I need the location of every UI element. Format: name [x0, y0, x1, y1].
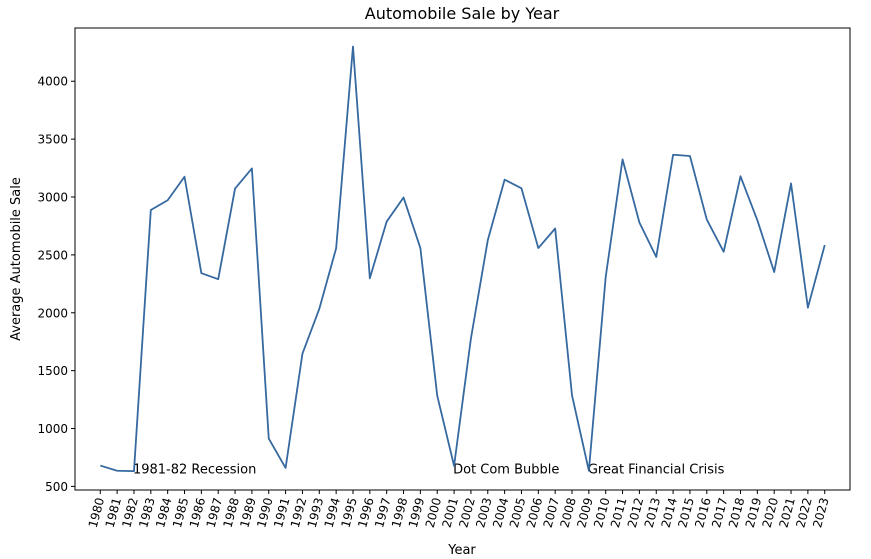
y-tick-label: 3000 [37, 191, 68, 205]
annotation-label: Great Financial Crisis [588, 463, 725, 478]
series-line [100, 45, 826, 473]
y-tick-label: 2500 [37, 248, 68, 262]
y-tick-label: 1000 [37, 422, 68, 436]
y-tick-label: 3500 [37, 133, 68, 147]
annotations: 1981-82 Recession Dot Com Bubble Great Fin… [133, 463, 725, 478]
y-tick-label: 500 [45, 480, 68, 494]
plot-frame [74, 27, 851, 491]
x-axis-label: Year [447, 543, 476, 558]
y-tick-label: 2000 [37, 306, 68, 320]
y-tick-label: 4000 [37, 75, 68, 89]
y-tick-label: 1500 [37, 364, 68, 378]
y-axis-label: Average Automobile Sale [9, 177, 24, 341]
annotation-label: 1981-82 Recession [133, 463, 256, 478]
chart-title: Automobile Sale by Year [365, 4, 560, 23]
annotation-label: Dot Com Bubble [453, 463, 559, 478]
